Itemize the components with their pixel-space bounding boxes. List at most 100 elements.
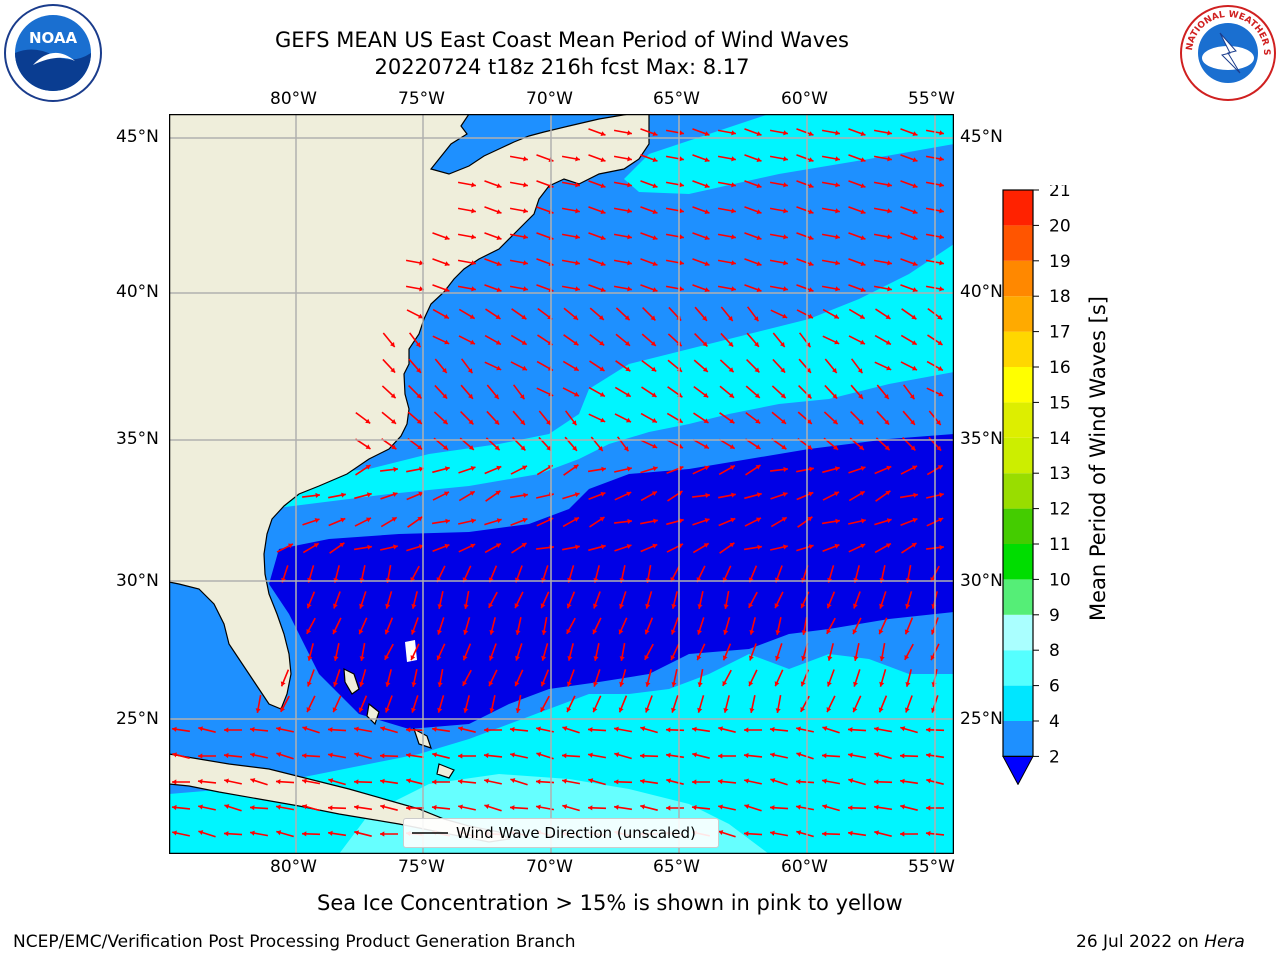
wind-arrow xyxy=(588,386,606,398)
wind-arrow xyxy=(848,490,866,502)
wind-arrow xyxy=(826,617,836,635)
wind-arrow xyxy=(904,617,914,635)
wind-arrow xyxy=(561,207,581,214)
wind-arrow xyxy=(718,804,736,811)
wind-arrow xyxy=(850,358,864,374)
wind-arrow xyxy=(410,643,420,661)
wind-arrow xyxy=(848,284,866,292)
date-footer: 26 Jul 2022 on Hera xyxy=(1076,932,1245,952)
wind-arrow xyxy=(614,544,632,552)
wind-arrow xyxy=(588,180,606,188)
wind-arrow xyxy=(223,831,243,837)
wind-arrow xyxy=(514,591,524,609)
wind-arrow xyxy=(613,285,633,292)
wind-arrow xyxy=(359,642,366,662)
wind-arrow xyxy=(644,617,654,635)
wind-arrow xyxy=(796,491,814,501)
wind-arrow xyxy=(665,181,685,188)
wind-arrow xyxy=(774,669,784,687)
wind-arrow xyxy=(769,726,789,733)
wind-arrow xyxy=(642,307,656,321)
wind-arrow xyxy=(618,695,628,713)
wind-arrow xyxy=(407,411,423,425)
wind-arrow xyxy=(359,669,367,687)
wind-arrow xyxy=(641,359,657,373)
noaa-logo-text: NOAA xyxy=(29,29,78,47)
wind-arrow xyxy=(249,830,269,837)
wind-arrow xyxy=(847,727,867,733)
wind-arrow xyxy=(796,830,814,838)
wind-arrow xyxy=(692,752,710,759)
wind-arrow xyxy=(744,778,762,785)
wind-arrow xyxy=(876,410,890,426)
wind-arrow xyxy=(692,438,710,450)
colorbar-band xyxy=(1003,437,1033,474)
wind-arrow xyxy=(382,332,396,348)
wind-arrow xyxy=(359,591,367,609)
wind-arrow xyxy=(614,518,632,524)
wind-arrow xyxy=(670,643,680,661)
wind-arrow xyxy=(540,591,550,609)
wind-arrow xyxy=(614,491,632,501)
wind-arrow xyxy=(900,206,918,214)
wind-arrow xyxy=(879,591,887,609)
wind-arrow xyxy=(641,333,657,347)
wind-arrow xyxy=(561,181,581,188)
wind-arrow xyxy=(458,726,476,733)
wind-arrow xyxy=(641,386,657,398)
wind-arrow xyxy=(562,387,580,397)
wind-arrow xyxy=(640,412,658,424)
wind-arrow xyxy=(671,669,678,687)
wind-arrow xyxy=(483,752,503,759)
wind-arrow xyxy=(697,591,704,609)
wind-arrow xyxy=(640,543,658,553)
wind-arrow xyxy=(775,617,782,635)
land-north-america xyxy=(169,114,650,710)
wind-arrow xyxy=(380,516,398,528)
colorbar-tick-label: 17 xyxy=(1049,323,1071,343)
wind-arrow xyxy=(484,180,502,188)
wind-arrow xyxy=(509,181,529,188)
wind-arrow xyxy=(671,617,679,635)
wind-arrow xyxy=(541,643,549,661)
wind-arrow xyxy=(746,306,760,322)
wind-arrow xyxy=(873,233,893,240)
lat-label-left-30n: 30°N xyxy=(116,571,159,591)
wind-arrow xyxy=(328,517,346,527)
wind-arrow xyxy=(746,332,760,348)
wind-arrow xyxy=(848,128,866,136)
wind-arrow xyxy=(484,232,502,240)
wind-arrow xyxy=(771,385,787,399)
wind-arrow xyxy=(405,259,425,266)
wind-arrow xyxy=(327,805,347,811)
wind-arrow xyxy=(172,779,190,785)
wind-arrow xyxy=(796,206,814,214)
wind-arrow xyxy=(853,643,860,661)
wind-arrow xyxy=(665,727,685,733)
lon-label-bottom-60w: 60°W xyxy=(781,857,828,877)
legend-label: Wind Wave Direction (unscaled) xyxy=(456,824,696,842)
wind-arrow xyxy=(873,285,893,292)
wind-arrow xyxy=(665,233,685,240)
wind-arrow xyxy=(380,831,398,837)
wind-arrow xyxy=(328,778,346,786)
colorbar-tick-label: 15 xyxy=(1049,393,1071,413)
wind-arrow xyxy=(463,590,470,610)
wind-arrow xyxy=(905,695,913,713)
wind-arrow xyxy=(772,358,786,374)
wind-arrow xyxy=(588,154,606,162)
wind-arrow xyxy=(561,778,581,785)
wind-arrow xyxy=(901,542,917,554)
wind-arrow xyxy=(406,778,424,785)
wind-arrow xyxy=(405,285,425,292)
lon-label-bottom-80w: 80°W xyxy=(270,857,317,877)
wind-arrow xyxy=(822,466,840,474)
wind-arrow xyxy=(561,753,581,759)
wind-arrow xyxy=(432,308,450,320)
wind-arrow xyxy=(744,180,762,188)
wind-arrow xyxy=(900,232,918,240)
wind-arrow xyxy=(770,778,788,786)
wind-arrow xyxy=(488,669,498,687)
wind-arrow xyxy=(873,181,893,188)
wind-arrow xyxy=(899,753,919,759)
